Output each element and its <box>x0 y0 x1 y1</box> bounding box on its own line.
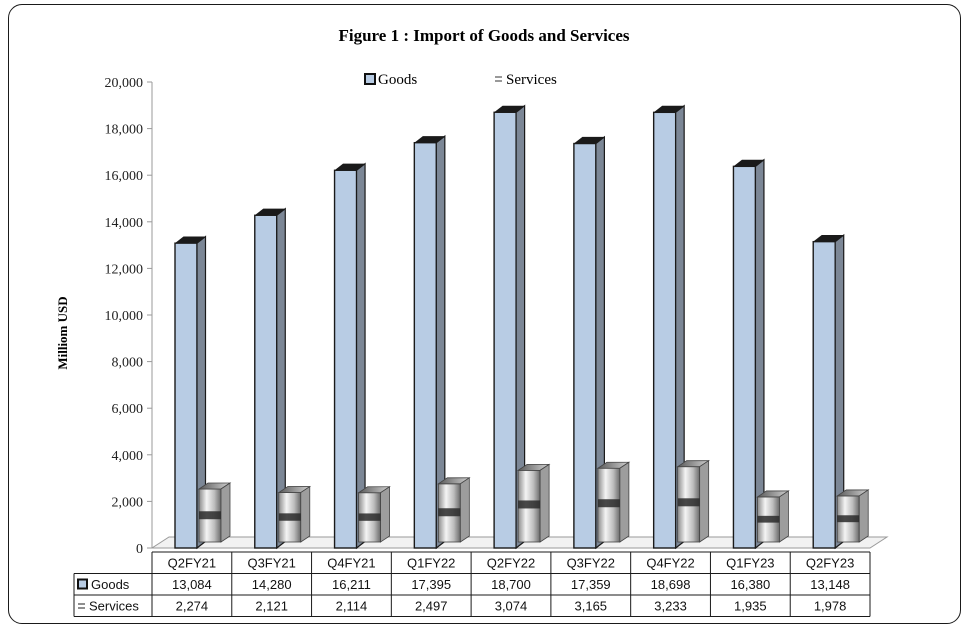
goods-value-cell: 18,698 <box>651 577 691 592</box>
x-tick-label: Q1FY22 <box>407 556 455 571</box>
goods-value-cell: 18,700 <box>491 577 531 592</box>
table-services-label: Services <box>89 599 139 614</box>
y-tick-label: 4,000 <box>112 449 144 464</box>
bar-layer <box>174 104 870 550</box>
goods-value-cell: 13,084 <box>172 577 212 592</box>
goods-value-cell: 16,380 <box>730 577 770 592</box>
y-axis-label: Milliom USD <box>55 296 70 369</box>
services-bar-band <box>597 499 620 508</box>
goods-bar-top <box>653 105 685 113</box>
data-table: Q2FY21 13,084 2,274 Q3FY21 14,280 2,121 Q4FY21… <box>73 551 871 617</box>
goods-value-cell: 14,280 <box>252 577 292 592</box>
services-value-cell: 2,497 <box>415 599 448 614</box>
services-bar-band <box>438 508 461 517</box>
y-tick-label: 10,000 <box>105 309 144 324</box>
goods-bar <box>493 111 517 549</box>
y-tick-label: 12,000 <box>105 262 144 277</box>
y-tick-label: 8,000 <box>112 356 144 371</box>
goods-bar <box>174 242 198 549</box>
services-value-cell: 2,114 <box>336 599 368 614</box>
legend-swatch-services <box>495 76 502 82</box>
goods-bar-top <box>733 159 764 167</box>
services-bar-band <box>677 498 700 507</box>
services-bar-side <box>220 482 231 543</box>
table-goods-label: Goods <box>91 577 130 592</box>
services-bar-side <box>459 477 470 543</box>
legend-swatch-goods <box>364 73 376 85</box>
services-value-cell: 3,074 <box>495 599 528 614</box>
legend: Goods Services <box>364 72 557 88</box>
services-value-cell: 2,121 <box>255 599 288 614</box>
chart-frame <box>8 4 961 624</box>
y-tick-label: 18,000 <box>105 123 144 138</box>
x-tick-label: Q4FY21 <box>327 556 375 571</box>
goods-bar <box>732 165 757 549</box>
services-value-cell: 3,165 <box>575 599 608 614</box>
goods-bar-top <box>254 208 286 216</box>
services-bar-band <box>837 515 860 523</box>
services-value-cell: 1,935 <box>734 599 767 614</box>
goods-bar-top <box>494 105 525 113</box>
x-tick-label: Q2FY21 <box>168 556 216 571</box>
y-tick-label: 0 <box>136 542 143 557</box>
goods-bar-top <box>175 236 206 244</box>
chart-title: Figure 1 : Import of Goods and Services <box>338 26 629 45</box>
services-bar-side <box>699 459 710 543</box>
services-bar-side <box>779 490 789 543</box>
goods-bar <box>333 169 358 549</box>
services-bar-band <box>757 515 780 523</box>
x-tick-label: Q1FY23 <box>726 556 774 571</box>
goods-bar-top <box>573 136 605 144</box>
y-tick-label: 16,000 <box>105 169 144 184</box>
x-tick-label: Q3FY21 <box>247 556 295 571</box>
legend-label-services: Services <box>506 72 557 88</box>
services-value-cell: 2,274 <box>176 599 209 614</box>
y-tick-label: 6,000 <box>112 402 144 417</box>
goods-bar <box>413 141 438 549</box>
goods-value-cell: 17,359 <box>571 577 611 592</box>
goods-bar <box>254 214 278 549</box>
goods-bar-top <box>813 235 844 242</box>
x-tick-label: Q2FY22 <box>487 556 535 571</box>
services-bar-side <box>539 463 550 543</box>
services-bar-side <box>300 485 311 543</box>
services-bar-band <box>518 500 541 509</box>
goods-value-cell: 13,148 <box>810 577 850 592</box>
goods-bar <box>812 240 836 549</box>
goods-value-cell: 16,211 <box>332 577 371 592</box>
y-tick-label: 2,000 <box>112 495 144 510</box>
table-goods-swatch <box>77 578 88 590</box>
services-bar-side <box>380 485 390 543</box>
x-tick-label: Q3FY22 <box>567 556 615 571</box>
services-bar-side <box>858 489 869 543</box>
y-tick-label: 14,000 <box>105 216 144 231</box>
goods-bar-top <box>334 163 366 171</box>
services-bar-side <box>619 461 630 543</box>
services-value-cell: 1,978 <box>814 599 847 614</box>
goods-bar <box>652 111 677 549</box>
x-tick-label: Q4FY22 <box>646 556 694 571</box>
y-tick-label: 20,000 <box>105 76 144 91</box>
goods-bar-top <box>414 136 445 143</box>
x-tick-label: Q2FY23 <box>806 556 854 571</box>
goods-bar-side <box>754 158 765 550</box>
services-bar-band <box>199 511 221 520</box>
services-bar-band <box>278 513 301 521</box>
goods-value-cell: 17,395 <box>411 577 451 592</box>
goods-bar <box>573 142 597 549</box>
services-bar-band <box>358 513 381 521</box>
legend-label-goods: Goods <box>378 72 417 88</box>
services-value-cell: 3,233 <box>654 599 687 614</box>
